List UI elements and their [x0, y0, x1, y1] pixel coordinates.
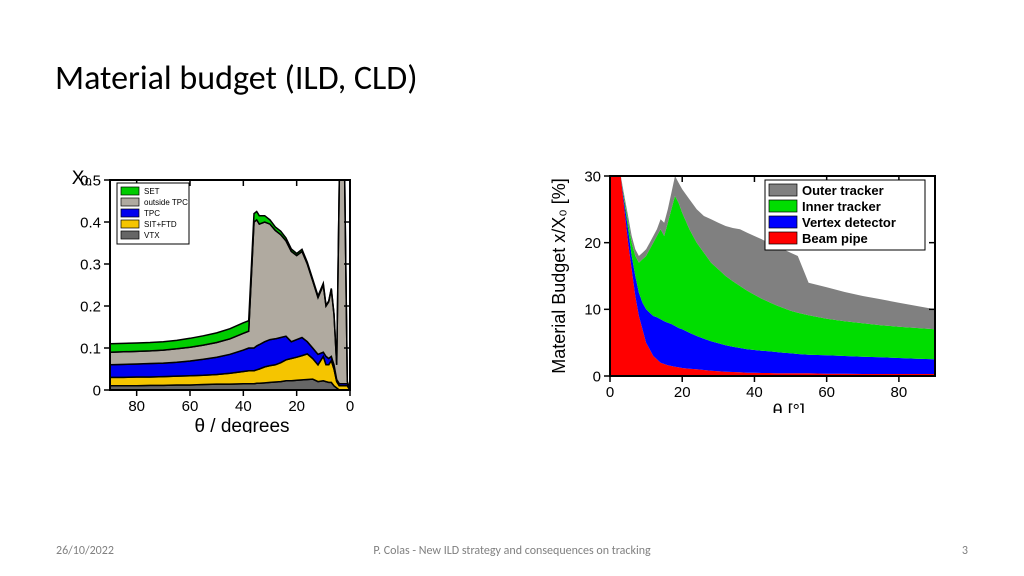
svg-text:outside TPC: outside TPC: [144, 198, 188, 207]
svg-text:80: 80: [128, 398, 145, 415]
svg-text:0.3: 0.3: [80, 256, 101, 273]
footer-page: 3: [962, 544, 968, 558]
svg-text:0.1: 0.1: [80, 340, 101, 357]
svg-text:40: 40: [235, 398, 252, 415]
svg-text:Outer tracker: Outer tracker: [802, 183, 884, 198]
svg-text:Material Budget x/X₀ [%]: Material Budget x/X₀ [%]: [549, 178, 569, 374]
ild-chart: 80604020000.10.20.30.40.5θ / degreesX₀SE…: [55, 168, 365, 433]
svg-text:20: 20: [584, 235, 601, 252]
svg-text:θ [°]: θ [°]: [773, 401, 805, 413]
svg-text:0.4: 0.4: [80, 214, 101, 231]
svg-text:0: 0: [93, 382, 101, 399]
svg-text:0: 0: [593, 368, 601, 385]
page-title: Material budget (ILD, CLD): [55, 58, 418, 99]
svg-text:VTX: VTX: [144, 231, 160, 240]
footer-author: P. Colas - New ILD strategy and conseque…: [0, 544, 1024, 558]
svg-text:θ / degrees: θ / degrees: [194, 416, 289, 433]
svg-text:SIT+FTD: SIT+FTD: [144, 220, 177, 229]
svg-text:60: 60: [182, 398, 199, 415]
svg-text:30: 30: [584, 168, 601, 185]
svg-text:0.2: 0.2: [80, 298, 101, 315]
cld-chart: 0 20 40 60 80 0 10 20 30 θ [°] Material Budget x/X…: [545, 168, 955, 413]
svg-text:Vertex detector: Vertex detector: [802, 215, 896, 230]
svg-text:SET: SET: [144, 187, 160, 196]
svg-text:60: 60: [818, 384, 835, 401]
svg-text:20: 20: [674, 384, 691, 401]
svg-text:10: 10: [584, 302, 601, 319]
svg-text:TPC: TPC: [144, 209, 160, 218]
svg-text:80: 80: [891, 384, 908, 401]
svg-text:0: 0: [346, 398, 354, 415]
svg-text:20: 20: [288, 398, 305, 415]
svg-text:40: 40: [746, 384, 763, 401]
svg-text:X₀: X₀: [72, 168, 93, 189]
svg-text:Beam pipe: Beam pipe: [802, 231, 868, 246]
svg-text:Inner tracker: Inner tracker: [802, 199, 881, 214]
svg-text:0: 0: [606, 384, 614, 401]
